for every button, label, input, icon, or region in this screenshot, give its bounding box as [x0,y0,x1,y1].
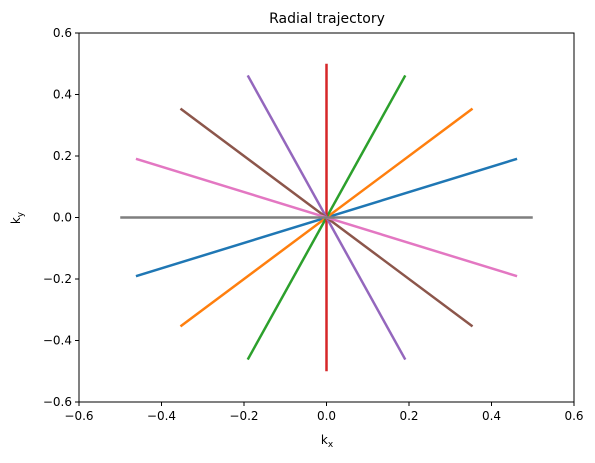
y-axis-label-base: k [9,217,23,224]
x-axis-label-base: k [321,433,328,447]
y-tick-label: 0.2 [53,149,72,163]
x-axis-label-sub: x [328,440,334,450]
y-axis-label: ky [9,211,26,224]
x-tick-label: −0.6 [64,409,93,423]
x-tick-label: −0.4 [147,409,176,423]
x-tick-label: −0.2 [229,409,258,423]
y-tick-label: −0.6 [43,395,72,409]
x-axis-label: kx [321,433,334,450]
x-tick-label: 0.4 [482,409,501,423]
y-axis-ticks: −0.6 −0.4 −0.2 0.0 0.2 0.4 0.6 [43,26,79,409]
series-layer [120,63,533,372]
y-axis-label-sub: y [16,211,26,217]
chart-title: Radial trajectory [269,11,385,27]
x-tick-label: 0.6 [564,409,583,423]
y-tick-label: 0.4 [53,88,72,102]
x-tick-label: 0.0 [317,409,336,423]
x-axis-ticks: −0.6 −0.4 −0.2 0.0 0.2 0.4 0.6 [64,402,584,423]
y-tick-label: 0.0 [53,211,72,225]
y-tick-label: −0.4 [43,334,72,348]
y-tick-label: −0.2 [43,272,72,286]
x-tick-label: 0.2 [399,409,418,423]
y-tick-label: 0.6 [53,26,72,40]
